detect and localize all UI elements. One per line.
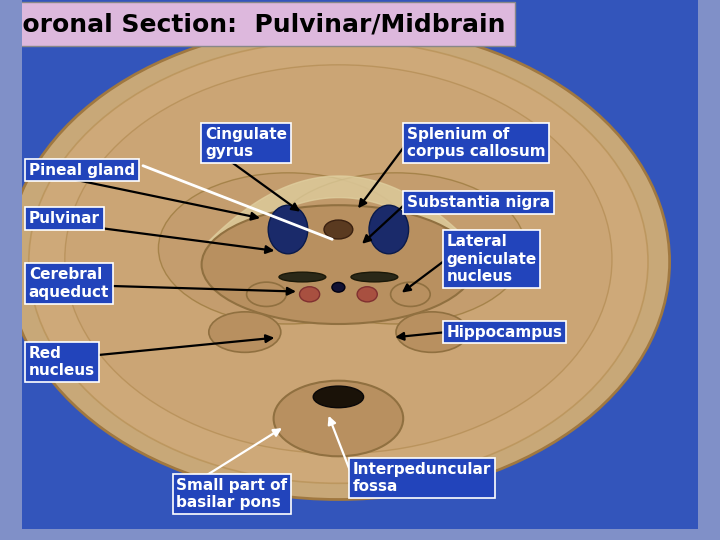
Ellipse shape	[369, 205, 409, 254]
Ellipse shape	[246, 282, 287, 307]
Ellipse shape	[158, 173, 418, 324]
Ellipse shape	[324, 220, 353, 239]
Ellipse shape	[266, 173, 526, 324]
Ellipse shape	[396, 312, 468, 352]
Text: Pulvinar: Pulvinar	[29, 211, 100, 226]
Ellipse shape	[390, 282, 431, 307]
Text: Hippocampus: Hippocampus	[446, 325, 562, 340]
Ellipse shape	[279, 272, 325, 282]
Text: Splenium of
corpus callosum: Splenium of corpus callosum	[407, 127, 546, 159]
Ellipse shape	[29, 40, 648, 483]
Text: Coronal Section:  Pulvinar/Midbrain: Coronal Section: Pulvinar/Midbrain	[4, 12, 505, 36]
Ellipse shape	[202, 205, 475, 324]
Ellipse shape	[300, 287, 320, 302]
Text: Substantia nigra: Substantia nigra	[407, 195, 550, 210]
Ellipse shape	[209, 312, 281, 352]
Ellipse shape	[65, 65, 612, 454]
Text: Pineal gland: Pineal gland	[29, 163, 135, 178]
Text: Lateral
geniculate
nucleus: Lateral geniculate nucleus	[446, 234, 536, 284]
Text: Interpeduncular
fossa: Interpeduncular fossa	[353, 462, 491, 494]
Text: Cingulate
gyrus: Cingulate gyrus	[205, 127, 287, 159]
Text: Red
nucleus: Red nucleus	[29, 346, 95, 378]
Ellipse shape	[351, 272, 397, 282]
Ellipse shape	[268, 205, 308, 254]
Ellipse shape	[313, 386, 364, 408]
Text: Cerebral
aqueduct: Cerebral aqueduct	[29, 267, 109, 300]
Ellipse shape	[274, 381, 403, 456]
Text: Small part of
basilar pons: Small part of basilar pons	[176, 478, 287, 510]
Ellipse shape	[357, 287, 377, 302]
Ellipse shape	[332, 282, 345, 292]
Ellipse shape	[7, 24, 670, 500]
